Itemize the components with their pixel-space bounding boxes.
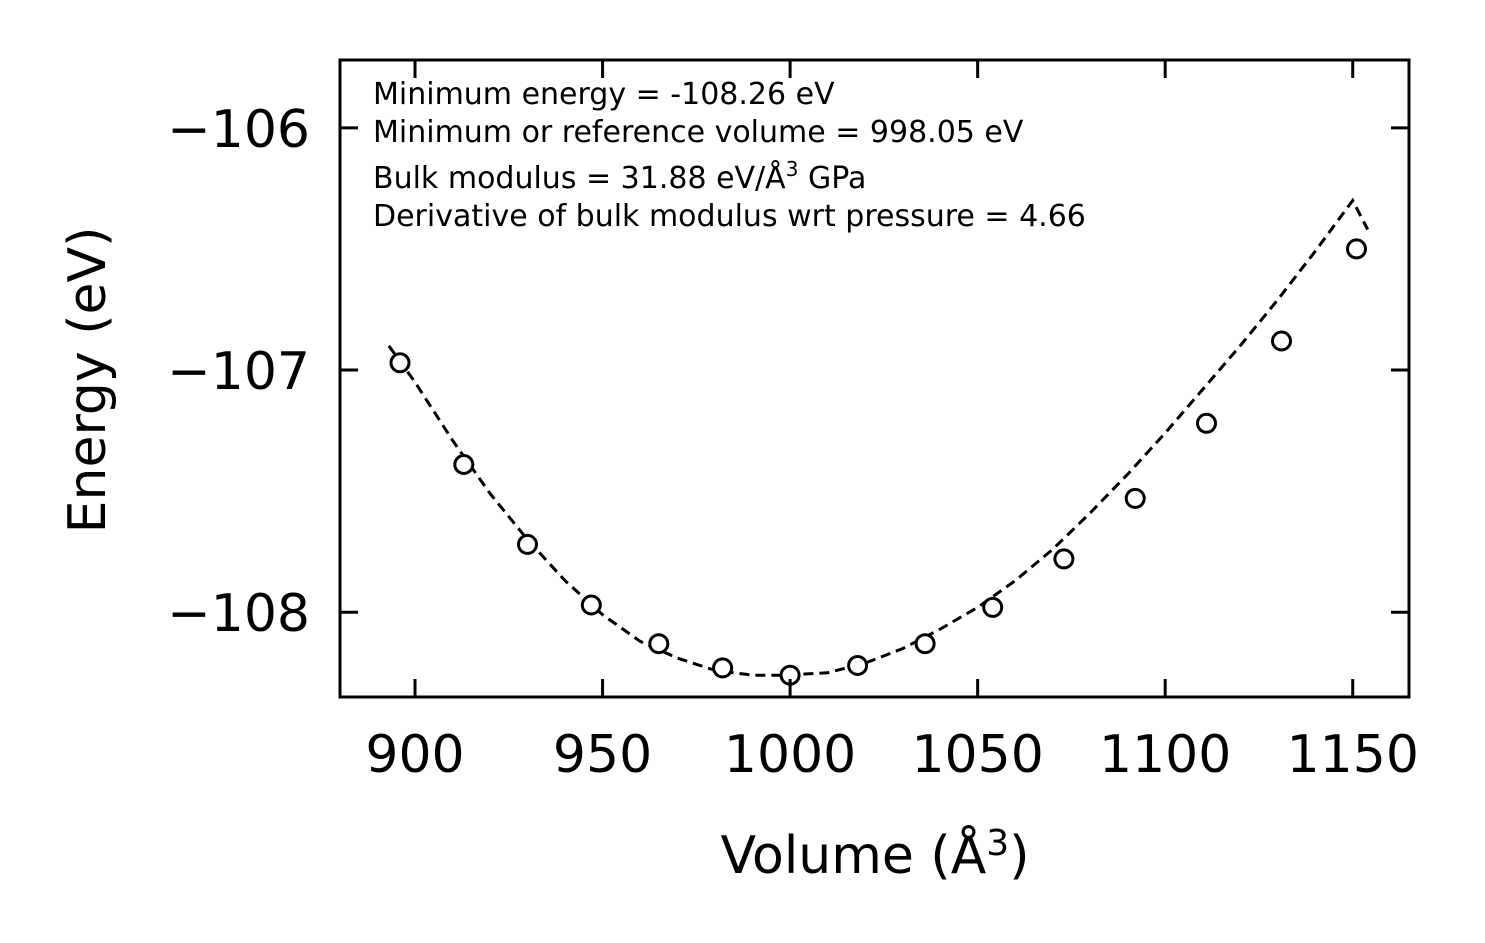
data-point	[712, 657, 734, 679]
data-point	[517, 533, 538, 555]
data-point	[1196, 412, 1217, 434]
annotation-box: Minimum energy = -108.26 eV Minimum or r…	[373, 77, 1086, 234]
y-tick-label: −108	[167, 584, 310, 644]
x-tick-label: 900	[365, 725, 464, 785]
x-axis-label-sup: 3	[986, 823, 1009, 864]
x-axis-label: Volume (Å3)	[721, 823, 1030, 886]
annotation-min-energy: Minimum energy = -108.26 eV	[373, 77, 835, 112]
x-axis-label-close: )	[1009, 826, 1029, 886]
annotation-bulk-modulus-sup: 3	[786, 157, 799, 181]
plot-frame	[338, 58, 1411, 699]
data-point	[580, 594, 602, 616]
data-point	[1124, 487, 1146, 509]
annotation-bulk-modulus-main: Bulk modulus = 31.88 eV/Å	[373, 160, 786, 196]
y-tick-label: −106	[167, 100, 310, 160]
x-tick-label: 1050	[911, 725, 1043, 785]
data-point	[389, 352, 411, 374]
data-point	[1346, 238, 1367, 260]
data-point	[914, 633, 936, 655]
fit-curve-layer	[387, 197, 1370, 677]
x-tick-label: 1100	[1099, 725, 1231, 785]
annotation-bulk-derivative: Derivative of bulk modulus wrt pressure …	[373, 199, 1086, 234]
data-point	[1271, 330, 1292, 352]
x-tick-label: 950	[553, 725, 652, 785]
annotation-min-volume: Minimum or reference volume = 998.05 eV	[373, 115, 1024, 150]
annotation-bulk-modulus: Bulk modulus = 31.88 eV/Å3 GPa	[373, 157, 866, 196]
annotation-bulk-modulus-unit: GPa	[798, 161, 866, 196]
data-point	[648, 633, 670, 655]
ticks-layer: 900 950 1000 1050 1100 1150 −108 −107 −106	[167, 60, 1419, 785]
x-axis-label-main: Volume (Å	[721, 824, 987, 886]
x-tick-label: 1000	[724, 725, 856, 785]
y-axis-label: Energy (eV)	[58, 227, 118, 534]
data-point	[982, 596, 1004, 618]
data-points-layer	[389, 238, 1367, 686]
data-point	[453, 454, 475, 475]
y-tick-label: −107	[167, 342, 310, 402]
x-tick-label: 1150	[1287, 725, 1419, 785]
data-point	[847, 655, 869, 676]
fit-curve	[387, 197, 1370, 677]
data-point	[1053, 548, 1075, 570]
